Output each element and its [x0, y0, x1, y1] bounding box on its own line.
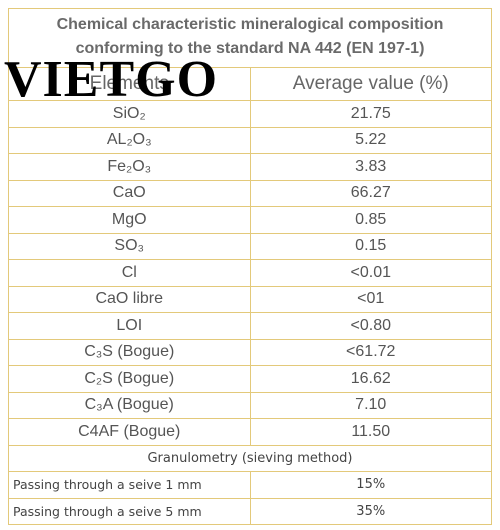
value-cell: 15%	[249, 471, 492, 499]
row: CaO libre <01	[8, 285, 492, 313]
element-cell: Cl	[8, 259, 251, 287]
sieve-cell: Passing through a seive 5 mm	[8, 497, 251, 525]
table: Elements Average value (%) SiO₂ 21.75 AL₂O…	[8, 67, 492, 525]
value-cell: 66.27	[249, 179, 492, 207]
row: Passing through a seive 1 mm 15%	[8, 471, 492, 499]
element-cell: AL₂O₃	[8, 126, 251, 154]
value-cell: <0.80	[249, 312, 492, 340]
value-cell: 0.15	[249, 232, 492, 260]
element-cell: C4AF (Bogue)	[8, 418, 251, 446]
value-cell: 35%	[249, 497, 492, 525]
row: LOI <0.80	[8, 312, 492, 340]
row: SiO₂ 21.75	[8, 100, 492, 128]
element-cell: MgO	[8, 206, 251, 234]
document: Chemical characteristic mineralogical co…	[8, 8, 492, 525]
value-cell: 0.85	[249, 206, 492, 234]
value-cell: 21.75	[249, 100, 492, 128]
section-row: Granulometry (sieving method)	[8, 444, 492, 472]
row: Fe₂O₃ 3.83	[8, 153, 492, 181]
element-cell: CaO	[8, 179, 251, 207]
header-row: Elements Average value (%)	[8, 67, 492, 101]
value-cell: <0.01	[249, 259, 492, 287]
row: C₂S (Bogue) 16.62	[8, 365, 492, 393]
element-cell: C₃S (Bogue)	[8, 338, 251, 366]
element-cell: LOI	[8, 312, 251, 340]
value-cell: <01	[249, 285, 492, 313]
table-body: SiO₂ 21.75 AL₂O₃ 5.22 Fe₂O₃ 3.83 CaO 66.27 MgO 0.…	[8, 100, 492, 525]
header-cell: Average value (%)	[249, 67, 492, 101]
header-cell: Elements	[8, 67, 251, 101]
value-cell: 7.10	[249, 391, 492, 419]
row: C₃A (Bogue) 7.10	[8, 391, 492, 419]
value-cell: <61.72	[249, 338, 492, 366]
element-cell: SO₃	[8, 232, 251, 260]
row: Cl <0.01	[8, 259, 492, 287]
row: SO₃ 0.15	[8, 232, 492, 260]
element-cell: Fe₂O₃	[8, 153, 251, 181]
element-cell: C₂S (Bogue)	[8, 365, 251, 393]
row: CaO 66.27	[8, 179, 492, 207]
watermark: VIETGO	[4, 51, 219, 108]
title: Chemical characteristic mineralogical co…	[8, 8, 492, 67]
row: AL₂O₃ 5.22	[8, 126, 492, 154]
element-cell: SiO₂	[8, 100, 251, 128]
row: MgO 0.85	[8, 206, 492, 234]
value-cell: 11.50	[249, 418, 492, 446]
element-cell: CaO libre	[8, 285, 251, 313]
value-cell: 16.62	[249, 365, 492, 393]
section-cell: Granulometry (sieving method)	[8, 444, 492, 472]
row: C₃S (Bogue) <61.72	[8, 338, 492, 366]
row: Passing through a seive 5 mm 35%	[8, 497, 492, 525]
sieve-cell: Passing through a seive 1 mm	[8, 471, 251, 499]
element-cell: C₃A (Bogue)	[8, 391, 251, 419]
value-cell: 3.83	[249, 153, 492, 181]
row: C4AF (Bogue) 11.50	[8, 418, 492, 446]
title-line: conforming to the standard NA 442 (EN 19…	[75, 40, 425, 57]
title-line: Chemical characteristic mineralogical co…	[56, 16, 444, 33]
value-cell: 5.22	[249, 126, 492, 154]
